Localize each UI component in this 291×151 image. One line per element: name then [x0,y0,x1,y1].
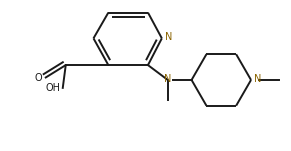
Text: N: N [254,74,261,84]
Text: N: N [165,32,172,42]
Text: N: N [164,74,171,84]
Text: O: O [34,73,42,83]
Text: OH: OH [46,83,61,93]
